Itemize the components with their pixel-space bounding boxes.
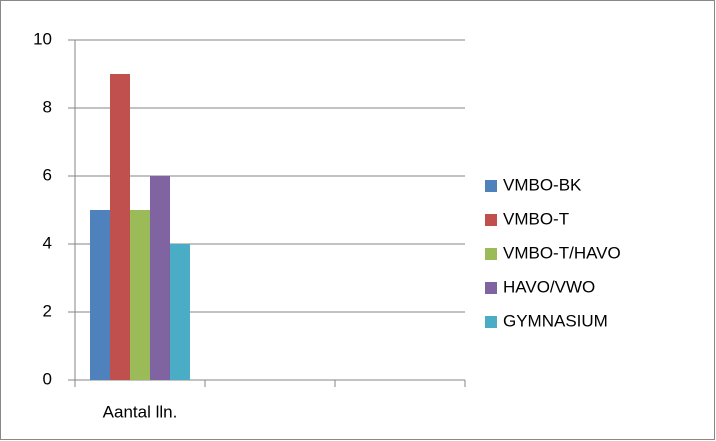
legend-label: GYMNASIUM (503, 311, 608, 330)
y-tick-label: 6 (43, 165, 52, 184)
legend-swatch (485, 214, 497, 226)
legend-swatch (485, 282, 497, 294)
bar (130, 210, 150, 380)
y-tick-label: 0 (43, 369, 52, 388)
y-tick-label: 2 (43, 301, 52, 320)
legend-swatch (485, 248, 497, 260)
legend-swatch (485, 316, 497, 328)
y-tick-label: 8 (43, 97, 52, 116)
bar (110, 74, 130, 380)
legend-label: VMBO-T/HAVO (503, 243, 621, 262)
legend-label: HAVO/VWO (503, 277, 595, 296)
y-tick-label: 10 (33, 29, 52, 48)
bar (170, 244, 190, 380)
legend-label: VMBO-T (503, 209, 569, 228)
x-tick-label: Aantal lln. (103, 402, 178, 421)
legend-label: VMBO-BK (503, 175, 582, 194)
bar (150, 176, 170, 380)
legend-swatch (485, 180, 497, 192)
y-tick-label: 4 (43, 233, 52, 252)
bar (90, 210, 110, 380)
